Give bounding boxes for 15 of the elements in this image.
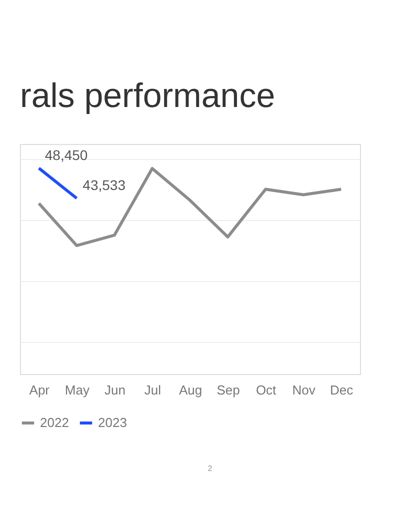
x-tick-label: Apr (29, 382, 50, 398)
x-tick-label: Jun (104, 382, 126, 398)
data-label: 48,450 (44, 147, 88, 164)
x-tick-label: Oct (256, 382, 277, 398)
legend-label: 2022 (40, 415, 69, 430)
x-tick-label: Sep (216, 382, 240, 398)
x-tick-label: Jul (144, 382, 162, 398)
chart-title: rals performance (20, 77, 276, 115)
x-tick-label: May (64, 382, 90, 398)
text: 2 (208, 464, 213, 473)
x-tick-label: Dec (330, 382, 354, 398)
legend-label: 2023 (98, 415, 127, 430)
data-label: 43,533 (82, 177, 126, 194)
x-tick-label: Aug (178, 382, 202, 398)
x-tick-label: Nov (292, 382, 316, 398)
